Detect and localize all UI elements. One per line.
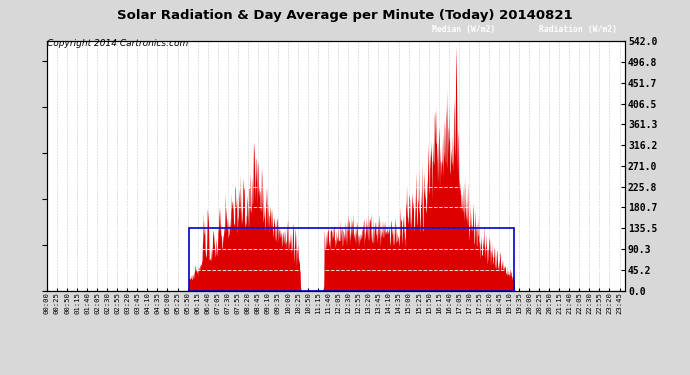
Text: Copyright 2014 Cartronics.com: Copyright 2014 Cartronics.com (47, 39, 188, 48)
Text: Median (W/m2): Median (W/m2) (432, 25, 495, 34)
Text: Solar Radiation & Day Average per Minute (Today) 20140821: Solar Radiation & Day Average per Minute… (117, 9, 573, 22)
Text: Radiation (W/m2): Radiation (W/m2) (539, 25, 617, 34)
Bar (189, 228, 514, 291)
